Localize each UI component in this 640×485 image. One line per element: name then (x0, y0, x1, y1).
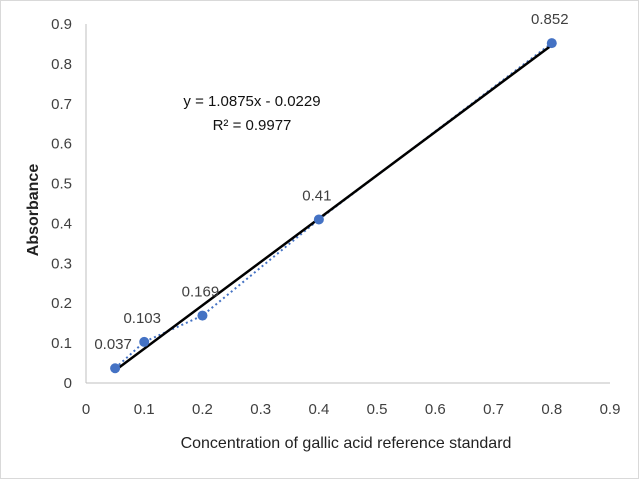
x-tick-label: 0.8 (541, 401, 562, 418)
y-tick-label: 0 (64, 375, 72, 392)
x-tick-label: 0.7 (483, 401, 504, 418)
trendline-equation: y = 1.0875x - 0.0229 (183, 93, 320, 110)
linear-trendline (114, 44, 553, 372)
trendline-r-squared: R² = 0.9977 (213, 117, 292, 134)
y-tick-label: 0.4 (51, 215, 72, 232)
y-tick-label: 0.7 (51, 96, 72, 113)
data-labels: 0.037 0.103 0.169 0.41 0.852 (94, 11, 568, 353)
data-label: 0.037 (94, 336, 132, 353)
y-tick-label: 0.9 (51, 16, 72, 33)
y-tick-label: 0.1 (51, 335, 72, 352)
y-tick-label: 0.5 (51, 176, 72, 193)
y-tick-label: 0.2 (51, 295, 72, 312)
data-point (139, 336, 150, 347)
x-tick-label: 0.5 (367, 401, 388, 418)
x-tick-label: 0 (82, 401, 90, 418)
data-label: 0.852 (531, 11, 569, 28)
x-tick-label: 0.2 (192, 401, 213, 418)
x-tick-label: 0.1 (134, 401, 155, 418)
y-axis-ticks: 0 0.1 0.2 0.3 0.4 0.5 0.6 0.7 0.8 0.9 (51, 16, 72, 392)
data-label: 0.41 (302, 187, 331, 204)
data-label: 0.169 (182, 284, 220, 301)
y-axis-title: Absorbance (25, 164, 42, 257)
data-point (313, 214, 324, 225)
y-tick-label: 0.8 (51, 56, 72, 73)
data-point (110, 363, 121, 374)
data-point (546, 38, 557, 49)
x-tick-label: 0.6 (425, 401, 446, 418)
x-tick-label: 0.4 (308, 401, 329, 418)
x-tick-label: 0.3 (250, 401, 271, 418)
data-label: 0.103 (123, 310, 161, 327)
x-axis-title: Concentration of gallic acid reference s… (181, 435, 512, 452)
data-points (110, 38, 557, 374)
x-tick-label: 0.9 (600, 401, 621, 418)
x-axis-ticks: 0 0.1 0.2 0.3 0.4 0.5 0.6 0.7 0.8 0.9 (82, 401, 621, 418)
y-tick-label: 0.6 (51, 136, 72, 153)
y-tick-label: 0.3 (51, 255, 72, 272)
data-point (197, 310, 208, 321)
